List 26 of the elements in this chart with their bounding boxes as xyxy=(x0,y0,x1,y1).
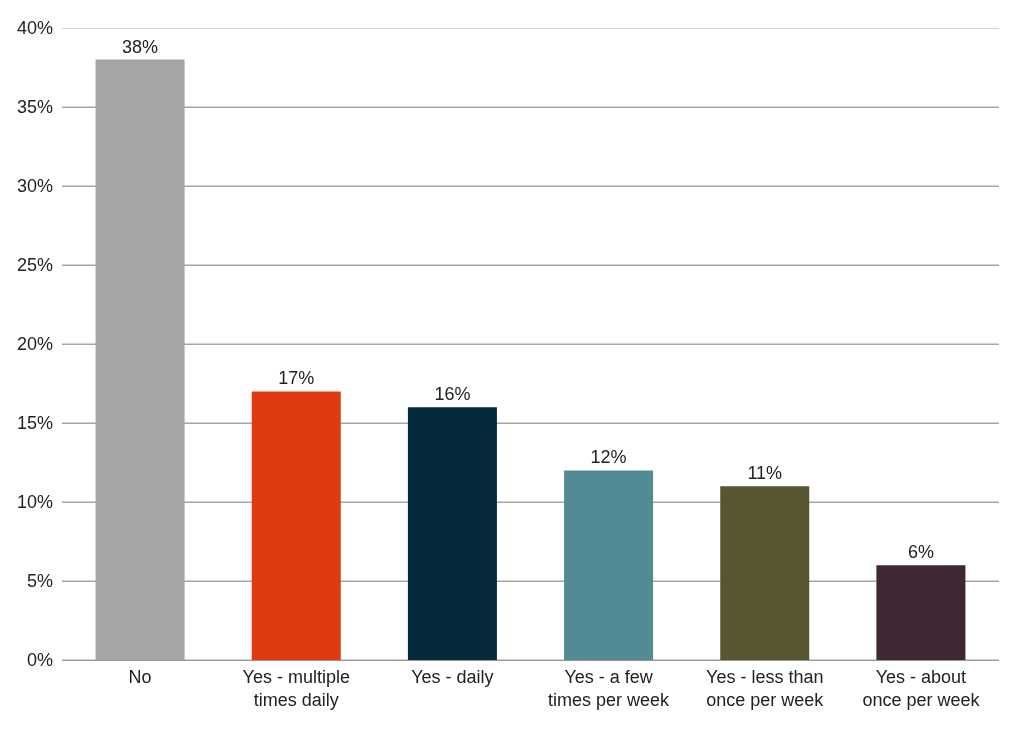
y-tick-label: 35% xyxy=(16,97,53,118)
bar xyxy=(564,470,654,660)
x-tick-label: Yes - about once per week xyxy=(862,666,981,710)
y-tick-label: 30% xyxy=(16,176,53,197)
bar xyxy=(407,407,497,660)
y-tick-label: 20% xyxy=(16,334,53,355)
bar xyxy=(720,486,810,660)
x-tick-label: Yes - multiple times daily xyxy=(242,666,350,710)
x-tick-label: Yes - daily xyxy=(411,666,494,687)
data-label: 16% xyxy=(434,384,471,405)
x-tick-label: No xyxy=(128,666,152,687)
data-label: 12% xyxy=(590,447,627,468)
data-label: 17% xyxy=(278,368,315,389)
y-tick-label: 5% xyxy=(26,571,53,592)
x-tick-label: Yes - a few times per week xyxy=(548,666,671,710)
x-tick-label: Yes - less than once per week xyxy=(706,666,825,710)
bar xyxy=(876,565,966,660)
data-label: 6% xyxy=(907,542,934,563)
y-tick-label: 10% xyxy=(16,492,53,513)
data-label: 11% xyxy=(747,463,783,484)
y-tick-label: 40% xyxy=(16,18,53,39)
y-tick-label: 15% xyxy=(16,413,53,434)
bar xyxy=(251,391,341,660)
y-tick-label: 0% xyxy=(26,650,53,671)
y-tick-label: 25% xyxy=(16,255,53,276)
data-label: 38% xyxy=(122,36,159,57)
